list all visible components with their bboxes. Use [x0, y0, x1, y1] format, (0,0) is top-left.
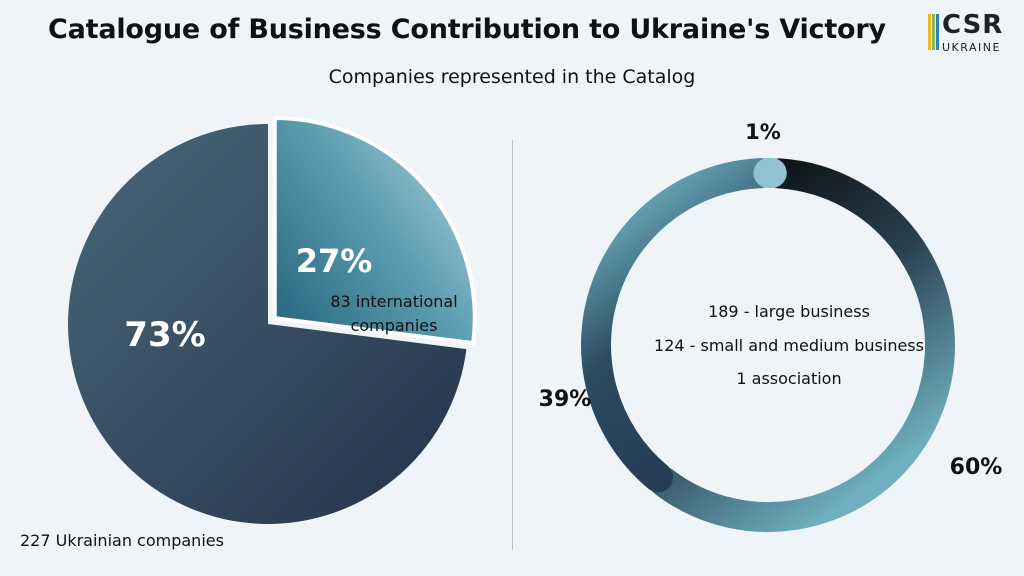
- donut-slice-label-large: 60%: [950, 455, 1003, 480]
- donut-slice-label-smb: 39%: [539, 387, 592, 412]
- donut-slice-large: [648, 158, 955, 532]
- pie-chart-labels: 73% 27% 83 international companies 227 U…: [20, 242, 458, 550]
- pie-slice-ukrainian: [68, 124, 467, 524]
- pie-slice-international: [272, 116, 477, 346]
- chart-subtitle: Companies represented in the Catalog: [328, 66, 696, 88]
- donut-slice-smb: [581, 158, 776, 493]
- donut-chart-business-size: [581, 158, 955, 532]
- pie-description-international-line1: 83 international: [330, 292, 457, 311]
- pie-chart-company-origin: [68, 116, 477, 524]
- donut-chart-labels: 1% 39% 60% 189 - large business 124 - sm…: [539, 120, 1003, 480]
- donut-legend-association: 1 association: [736, 369, 841, 388]
- pie-slice-label-international: 27%: [296, 242, 373, 280]
- divider: [512, 140, 513, 550]
- pie-slice-label-ukrainian: 73%: [124, 315, 205, 355]
- donut-legend-large: 189 - large business: [708, 302, 870, 321]
- logo-word: CSR: [942, 10, 1004, 40]
- donut-slice-label-association: 1%: [745, 120, 781, 144]
- csr-ukraine-logo: CSR UKRAINE: [928, 10, 1018, 56]
- logo-bars-icon: [928, 14, 940, 50]
- donut-legend-smb: 124 - small and medium business: [654, 336, 924, 355]
- pie-description-ukrainian: 227 Ukrainian companies: [20, 531, 224, 550]
- page-title: Catalogue of Business Contribution to Uk…: [48, 14, 886, 45]
- logo-sub: UKRAINE: [942, 41, 1001, 54]
- pie-description-international-line2: companies: [351, 316, 438, 335]
